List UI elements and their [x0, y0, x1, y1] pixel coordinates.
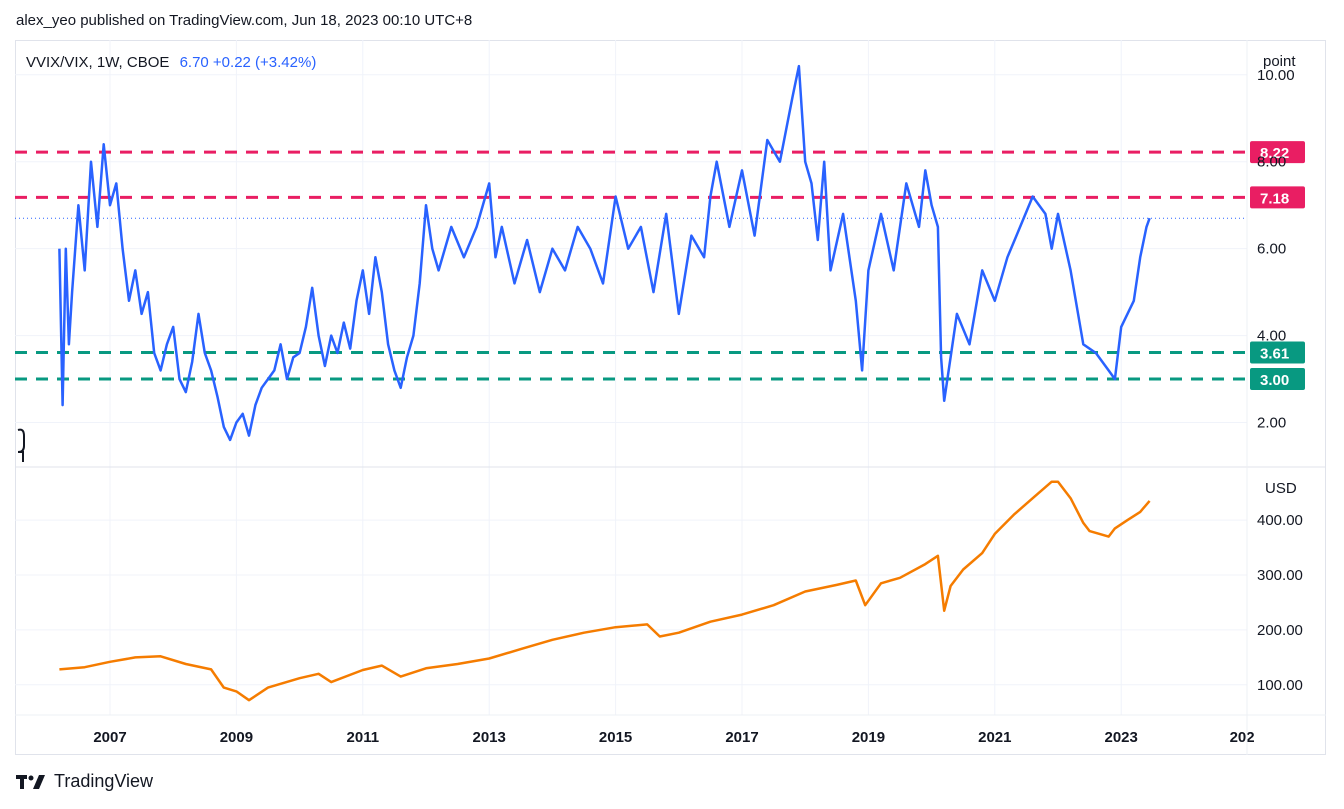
legend-symbol: VVIX/VIX, 1W, CBOE	[26, 54, 170, 71]
series-legend[interactable]: VVIX/VIX, 1W, CBOE 6.70 +0.22 (+3.42%)	[26, 54, 316, 71]
y-tick-label: 8.00	[1257, 154, 1286, 171]
x-tick-label: 2021	[978, 729, 1011, 746]
level-badge-label: 3.00	[1260, 372, 1289, 389]
x-tick-label: 2019	[852, 729, 885, 746]
y-tick-label: 300.00	[1257, 567, 1303, 584]
y-tick-label: 6.00	[1257, 241, 1286, 258]
x-axis: 2007 2009 2011 2013 2015 2017 2019 2021 2023 202	[93, 729, 1254, 746]
x-tick-label: 2023	[1105, 729, 1138, 746]
reference-lines: 8.22 7.18 3.61 3.00	[15, 141, 1305, 391]
series-line-spy[interactable]	[59, 480, 1151, 702]
hide-indicator-icon[interactable]	[17, 428, 25, 462]
level-badge	[1250, 186, 1305, 209]
publish-info: alex_yeo published on TradingView.com, J…	[16, 12, 473, 29]
tradingview-brand: TradingView	[54, 771, 154, 791]
y-tick-label: 100.00	[1257, 677, 1303, 694]
y-axis-unit: point	[1263, 53, 1296, 70]
y-tick-label: 10.00	[1257, 67, 1295, 84]
level-badge	[1250, 341, 1305, 364]
chart-frame	[15, 40, 1326, 755]
x-tick-label: 2011	[347, 729, 380, 746]
y-tick-label: 4.00	[1257, 328, 1286, 345]
level-badge-label: 8.22	[1260, 145, 1289, 162]
x-tick-label: 2009	[220, 729, 253, 746]
level-badge	[1250, 141, 1305, 164]
level-badge-label: 7.18	[1260, 190, 1289, 207]
footer[interactable]: TradingView	[16, 771, 153, 792]
x-tick-label: 2007	[93, 729, 126, 746]
x-tick-label: 2013	[473, 729, 506, 746]
gridlines	[15, 40, 1247, 715]
level-badge-label: 3.61	[1260, 346, 1289, 363]
series-line-vvix-vix[interactable]	[58, 64, 1151, 442]
y-tick-label: 200.00	[1257, 622, 1303, 639]
level-badge	[1250, 368, 1305, 391]
x-tick-label: 2015	[599, 729, 632, 746]
y-axis-unit: USD	[1265, 480, 1297, 497]
legend-value: 6.70 +0.22 (+3.42%)	[179, 54, 317, 71]
tradingview-logo-icon	[16, 774, 45, 789]
y-tick-label: 2.00	[1257, 415, 1286, 432]
x-tick-label: 2017	[725, 729, 758, 746]
x-tick-label: 202	[1230, 729, 1255, 746]
series-layer	[58, 64, 1151, 702]
y-tick-label: 400.00	[1257, 512, 1303, 529]
